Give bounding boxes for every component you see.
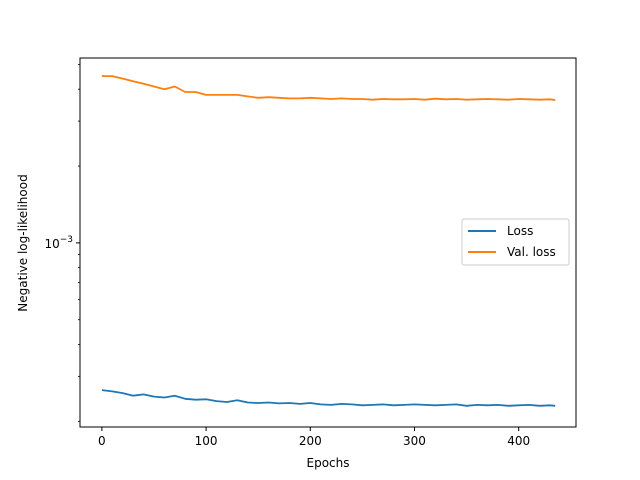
series-line-loss (101, 389, 556, 407)
x-tick-label: 200 (299, 434, 322, 448)
legend-entry-loss: Loss (507, 224, 533, 238)
legend-entry-val-loss: Val. loss (507, 245, 556, 259)
y-tick-label: 10−3 (44, 235, 73, 251)
x-tick-label: 100 (195, 434, 218, 448)
y-axis-label: Negative log-likelihood (16, 174, 30, 311)
x-tick-label: 0 (98, 434, 106, 448)
series-line-val-loss (101, 75, 556, 101)
x-tick-label: 400 (507, 434, 530, 448)
plot-frame (79, 57, 577, 428)
ticks: 0 100 200 300 400 10−3 (44, 64, 530, 448)
x-tick-label: 300 (403, 434, 426, 448)
x-axis-label: Epochs (307, 456, 350, 470)
plot-area (101, 75, 556, 407)
legend: Loss Val. loss (461, 218, 570, 266)
